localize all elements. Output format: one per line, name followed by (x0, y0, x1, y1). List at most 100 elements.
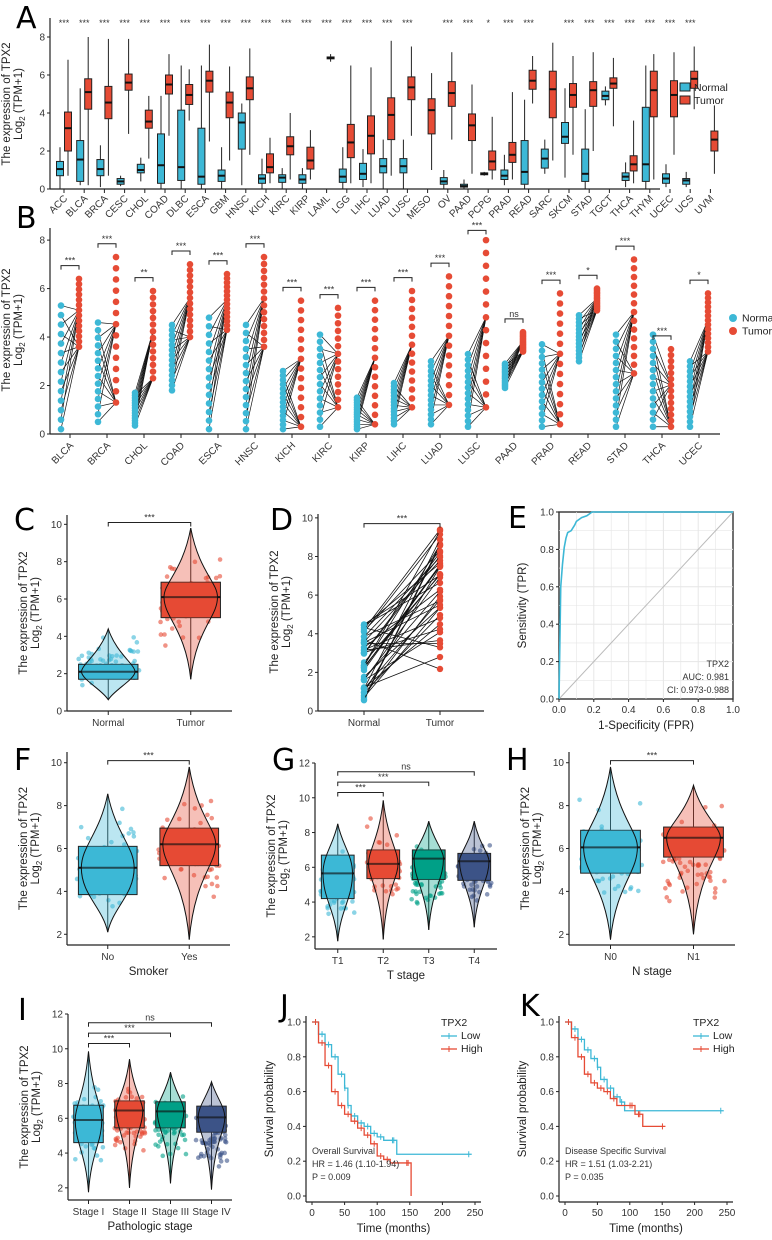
panel-g-y-tick-label: 12 (299, 759, 311, 770)
panel-a-y-tick-label: 4 (39, 109, 45, 120)
panel-b-x-tick-label: COAD (159, 440, 187, 468)
panel-b-pair-line (467, 359, 487, 408)
panel-b-normal-point (686, 393, 694, 400)
panel-b-pair-line (652, 369, 672, 427)
panel-b-normal-point (205, 365, 213, 373)
panel-b-tumor-point (667, 363, 675, 371)
panel-b-pair-line (430, 385, 450, 406)
panel-b-pair-line (245, 346, 265, 430)
panel-b-pair-line (541, 353, 561, 383)
panel-b-significance-bracket (504, 318, 524, 323)
panel-a-y-tick-label: 6 (39, 71, 45, 82)
panel-b-tumor-point (445, 391, 453, 399)
panel-h-violin-N1 (666, 783, 721, 935)
panel-b-tumor-point (556, 290, 564, 297)
panel-b-tumor-point (667, 417, 675, 425)
panel-d-pair-line (363, 599, 441, 690)
panel-b-tumor-point (408, 368, 416, 375)
panel-b-tumor-point (556, 410, 564, 418)
panel-b-normal-point (427, 391, 435, 399)
panel-h-point (667, 898, 672, 904)
panel-c-violin-Tumor (163, 527, 218, 680)
panel-b-tumor-point (334, 373, 342, 381)
panel-b-tumor-point (186, 333, 194, 341)
panel-k-y-tick-label: 0.2 (540, 1157, 554, 1168)
panel-f-point (109, 839, 114, 845)
panel-h-point (601, 890, 607, 895)
panel-b-tumor-point (149, 327, 157, 335)
panel-j-annotation: Overall Survival (312, 1146, 375, 1156)
panel-b-normal-point (168, 387, 176, 394)
panel-b-normal-point (427, 401, 435, 409)
panel-b-tumor-point (75, 296, 83, 304)
panel-a-significance: *** (200, 18, 211, 28)
y-axis-subtitle-log: Log (30, 865, 42, 884)
panel-b-x-tick-label: UCEC (677, 440, 705, 468)
panel-b-pair-line (689, 351, 709, 367)
panel-b-normal-point (57, 340, 65, 347)
panel-g-point (332, 898, 337, 904)
panel-g-point (364, 824, 370, 829)
panel-b-tumor-point (186, 328, 194, 335)
panel-k-y-axis-title: Survival probability (517, 1060, 529, 1157)
panel-b-tumor-point (334, 319, 342, 327)
panel-b-normal-point (205, 314, 213, 321)
panel-b-tumor-point (630, 370, 638, 377)
panel-b-normal-point (427, 421, 435, 428)
panel-a-tumor-GBM-box (225, 91, 234, 119)
panel-b-normal-point (316, 388, 324, 395)
panel-b-normal-point (168, 331, 176, 339)
panel-b-significance-bracket (282, 286, 302, 292)
panel-c-point (109, 653, 115, 659)
y-axis-subtitle-unit: (TPM+1) (13, 68, 25, 116)
panel-e-y-tick-label: 0.0 (540, 695, 554, 706)
panel-b-tumor-point (445, 342, 453, 349)
panel-b-pair-line (245, 298, 265, 326)
panel-label-D: D (270, 503, 293, 538)
panel-c-point (100, 658, 106, 663)
panel-b-tumor-point (149, 341, 157, 349)
panel-g-point (325, 904, 330, 909)
panel-b-pair-line (319, 334, 339, 355)
panel-b-tumor-point (260, 336, 268, 344)
panel-b-tumor-point (556, 320, 564, 327)
panel-d-significance: *** (397, 514, 408, 524)
panel-b-normal-point (316, 402, 324, 409)
panel-b-tumor-point (445, 302, 453, 310)
panel-h-point (610, 874, 616, 879)
panel-d-pair-line (363, 607, 441, 678)
panel-b-normal-point (686, 413, 694, 420)
panel-h-point (677, 860, 683, 866)
panel-f-box-No (77, 845, 138, 896)
panel-a-tumor-SARC-box (548, 70, 557, 119)
panel-b-tumor-point (260, 302, 268, 309)
panel-b-normal-point (94, 334, 102, 342)
panel-b-normal-point (686, 383, 694, 390)
panel-c-significance: *** (144, 512, 155, 522)
panel-b-tumor-point (556, 330, 564, 338)
panel-a-significance: *** (301, 18, 312, 28)
panel-a-significance: *** (402, 18, 413, 28)
panel-b-tumor-point (75, 280, 83, 288)
panel-i-point (72, 1101, 78, 1106)
panel-i-point (198, 1151, 204, 1157)
y-axis-subtitle: Log2 (TPM+1) (532, 812, 546, 884)
panel-a-significance: * (486, 18, 490, 28)
panel-b-normal-point (205, 322, 213, 330)
panel-h-point (708, 869, 713, 875)
panel-d-y-tick-label: 6 (307, 591, 313, 602)
panel-b-normal-point (575, 311, 583, 319)
panel-b-tumor-point (667, 423, 675, 431)
panel-c-point (163, 643, 168, 648)
panel-h-point (708, 878, 713, 884)
panel-b-normal-point (205, 417, 213, 424)
panel-j-x-tick-label: 250 (467, 1208, 484, 1219)
panel-k-km-curve-high (565, 1021, 666, 1128)
panel-b-tumor-point (186, 272, 194, 279)
panel-g-point (438, 885, 443, 890)
panel-j-y-axis-title: Survival probability (264, 1060, 276, 1157)
panel-b-x-tick-label: CHOL (123, 440, 151, 468)
panel-f-point (106, 897, 111, 903)
panel-e-x-tick-label: 0.2 (587, 705, 601, 716)
